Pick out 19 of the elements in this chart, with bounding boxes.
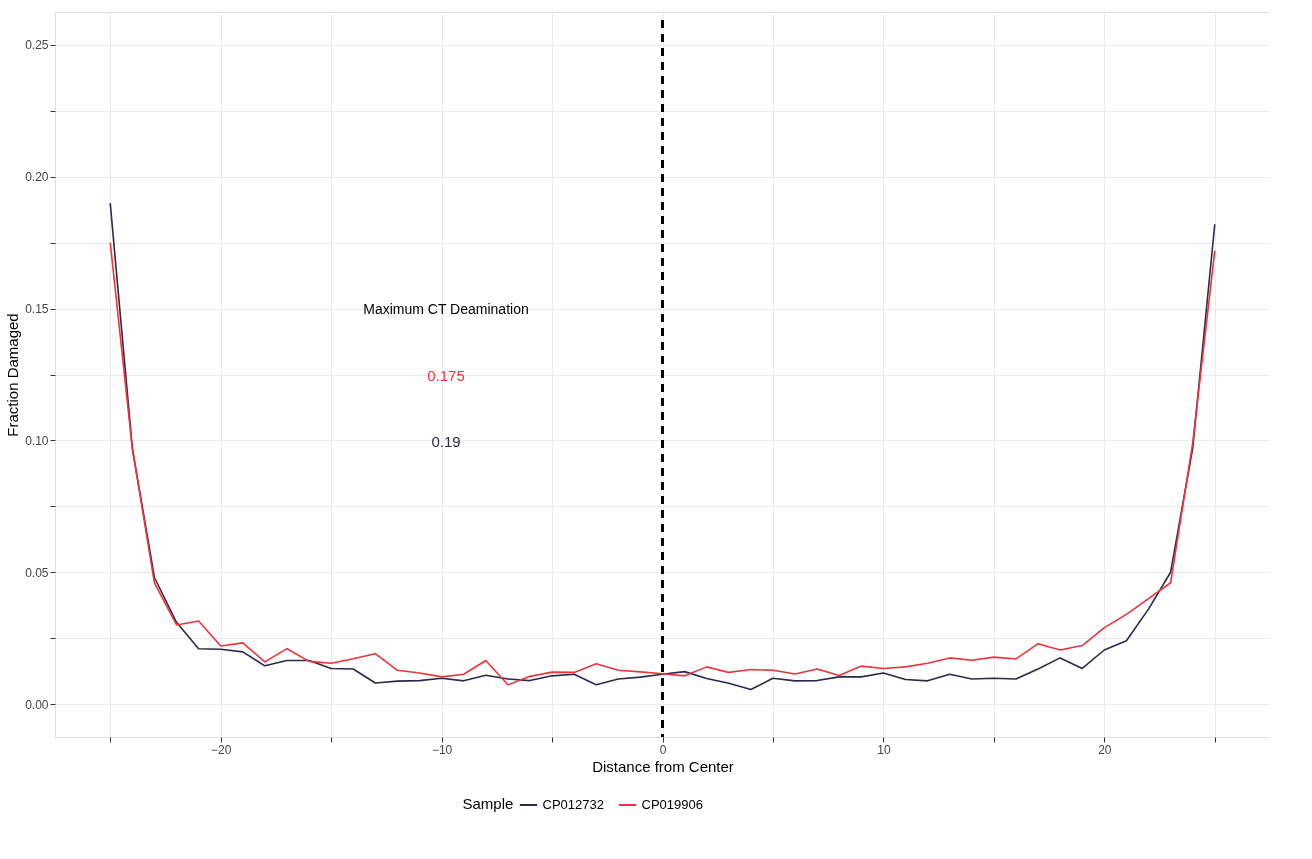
legend-title: Sample <box>462 795 514 812</box>
y-tick-label: 0.15 <box>25 302 49 317</box>
x-tick-label: −20 <box>211 742 232 757</box>
legend-label: CP019906 <box>641 797 703 812</box>
annotation: 0.19 <box>431 433 461 450</box>
y-tick-label: 0.25 <box>25 38 49 53</box>
legend-label: CP012732 <box>542 797 604 812</box>
y-axis-title: Fraction Damaged <box>4 313 22 437</box>
y-tick-label: 0.00 <box>25 697 49 712</box>
x-tick-label: −10 <box>431 742 453 757</box>
x-tick-label: 20 <box>1098 742 1112 757</box>
y-tick-label: 0.10 <box>25 433 49 448</box>
x-tick-label: 10 <box>877 742 891 757</box>
annotation: 0.175 <box>427 367 465 384</box>
y-tick-label: 0.20 <box>25 170 49 185</box>
annotation: Maximum CT Deamination <box>363 301 529 317</box>
y-tick-label: 0.05 <box>25 565 49 580</box>
x-axis-title: Distance from Center <box>592 757 734 775</box>
x-tick-label: 0 <box>659 742 667 757</box>
